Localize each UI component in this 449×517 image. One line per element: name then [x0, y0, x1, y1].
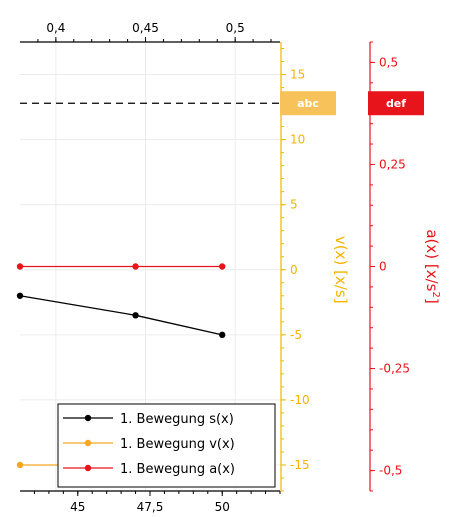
legend-swatch-dot-2 — [84, 464, 92, 472]
a-axis-title-sup: 2 — [430, 291, 441, 297]
legend-swatch-dot-1 — [84, 439, 92, 447]
axis-tags: abc def — [280, 91, 424, 116]
v-tick-label-4: -5 — [290, 328, 302, 342]
legend-label-0: 1. Bewegung s(x) — [120, 412, 234, 427]
legend: 1. Bewegung s(x) 1. Bewegung v(x) 1. Beweg… — [57, 403, 276, 488]
top-tick-label-2: 0,5 — [226, 21, 245, 35]
tag-abc-label: abc — [297, 97, 319, 110]
v-tick-label-5: -10 — [290, 393, 310, 407]
legend-label-1: 1. Bewegung v(x) — [120, 437, 235, 452]
v-tick-label-1: 10 — [290, 133, 305, 147]
a-axis-title: a(x) [x/s2] — [423, 229, 441, 303]
top-tick-label-0: 0,4 — [46, 21, 65, 35]
legend-swatch-dot-0 — [84, 414, 92, 422]
series-0-point-0 — [16, 292, 24, 299]
bottom-tick-label-0: 45 — [70, 500, 85, 514]
a-tick-label-3: -0,25 — [379, 362, 410, 376]
tag-def-label: def — [386, 97, 406, 110]
a-tick-label-2: 0 — [379, 260, 387, 274]
series-0-point-1 — [132, 312, 139, 319]
a-tick-label-1: 0,25 — [379, 157, 406, 171]
a-axis-title-end: ] — [423, 298, 441, 304]
v-axis-title: v(x) [x/s] — [332, 236, 350, 304]
tag-abc — [280, 91, 336, 116]
bottom-tick-label-2: 50 — [215, 500, 230, 514]
a-axis: 0,5 0,25 0 -0,25 -0,5 a(x) [x/s2] — [369, 41, 441, 492]
a-tick-label-4: -0,5 — [379, 464, 402, 478]
tag-def — [368, 91, 424, 116]
series-1-point-0 — [16, 461, 24, 469]
v-tick-label-3: 0 — [290, 263, 298, 277]
series-0-point-2 — [219, 331, 226, 339]
series-2-point-2 — [219, 263, 226, 270]
top-x-axis: 0,4 0,45 0,5 — [37, 21, 272, 42]
series-2-point-0 — [16, 263, 24, 270]
series-2-point-1 — [132, 263, 139, 270]
series-line-0 — [19, 295, 223, 336]
a-tick-label-0: 0,5 — [379, 55, 398, 69]
v-axis: 15 10 5 0 -5 -10 -15 v(x) [x/s] — [280, 42, 350, 492]
v-tick-label-0: 15 — [290, 68, 305, 82]
v-tick-label-6: -15 — [290, 458, 310, 472]
v-tick-label-2: 5 — [290, 198, 298, 212]
bottom-tick-label-1: 47,5 — [137, 500, 164, 514]
bottom-x-axis: 45 47,5 50 — [33, 491, 281, 514]
a-axis-title-main: a(x) [x/s — [423, 229, 441, 291]
top-tick-label-1: 0,45 — [132, 21, 159, 35]
legend-label-2: 1. Bewegung a(x) — [120, 462, 235, 477]
